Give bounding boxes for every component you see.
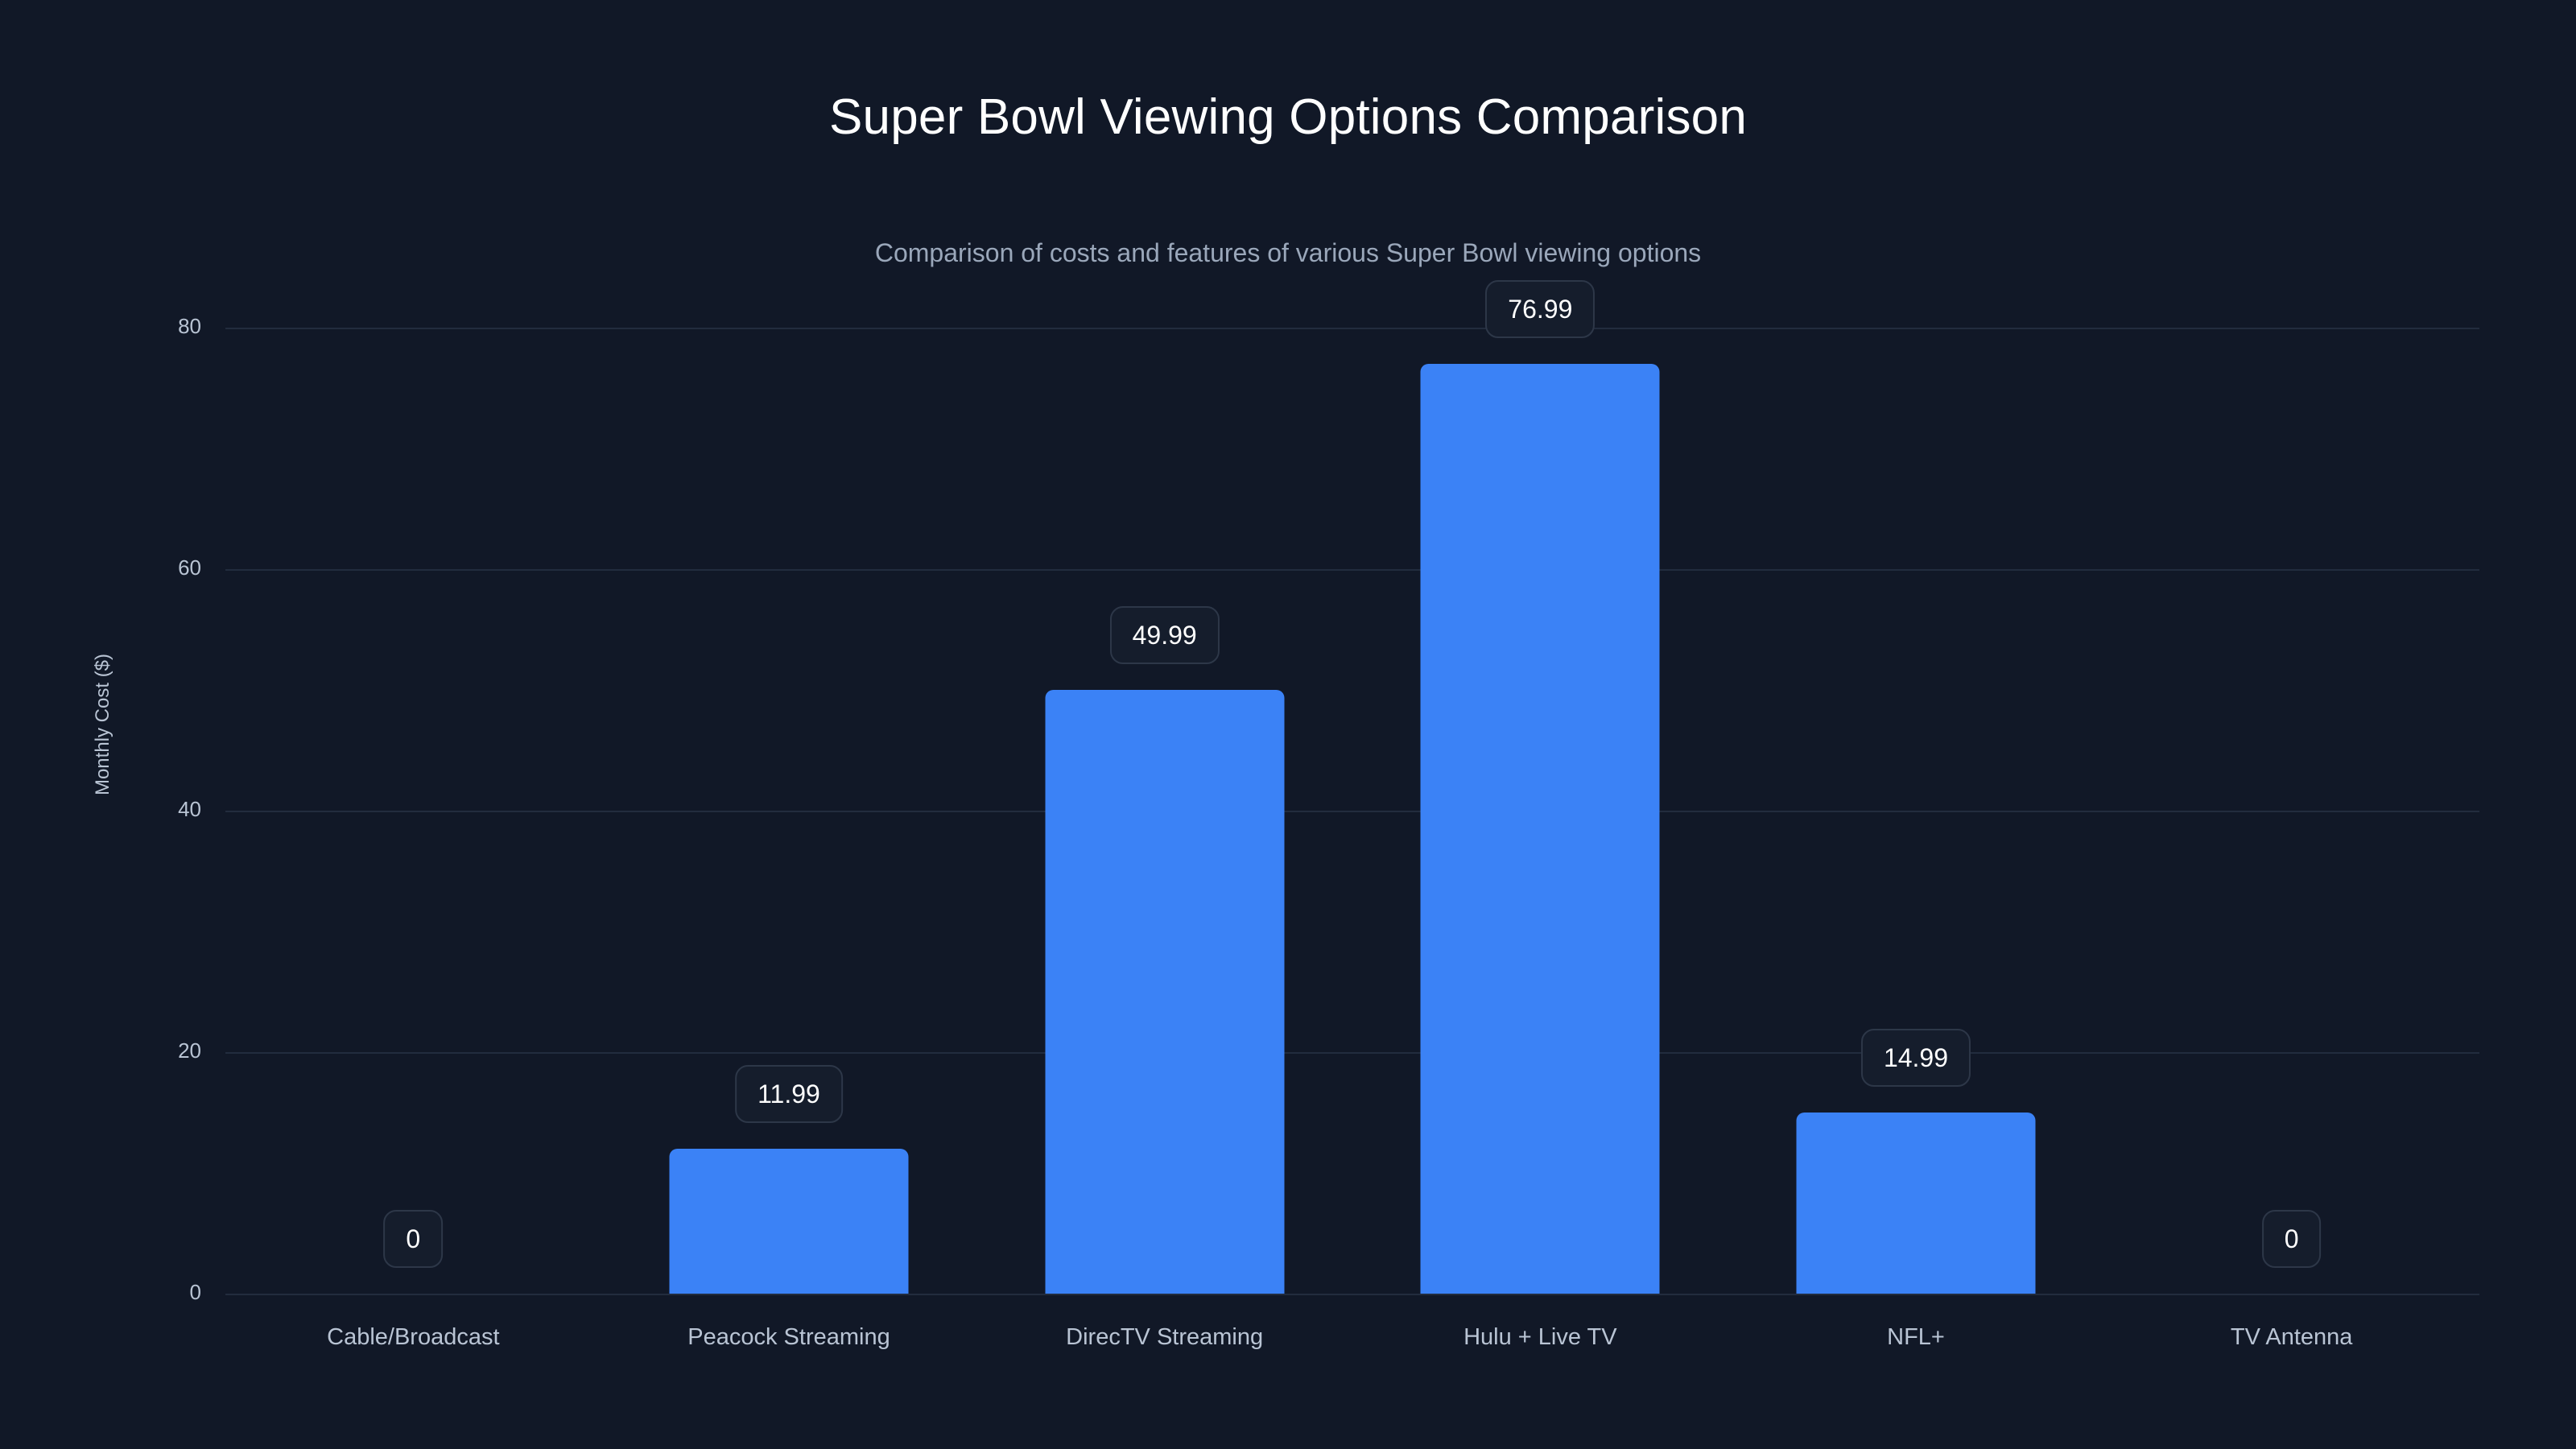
y-axis-tick-label: 60 <box>178 555 201 580</box>
bar[interactable] <box>1796 1113 2036 1294</box>
bars-layer: 0 11.99 49.99 76.99 14.99 0 <box>225 280 2479 1294</box>
gridline <box>225 811 2479 812</box>
bar-group[interactable]: 11.99 <box>601 328 977 1294</box>
bar-group[interactable]: 0 <box>225 328 601 1294</box>
bar-group[interactable]: 76.99 <box>1352 280 1728 1294</box>
bar-group[interactable]: 0 <box>2103 328 2479 1294</box>
y-axis-tick-label: 40 <box>178 797 201 821</box>
x-axis-tick-labels: Cable/Broadcast Peacock Streaming DirecTV … <box>225 1324 2479 1373</box>
bar-value-badge: 49.99 <box>1109 606 1220 665</box>
y-axis-title: Monthly Cost ($) <box>92 653 114 796</box>
chart-subtitle: Comparison of costs and features of vari… <box>874 238 1702 267</box>
bar-value-badge: 0 <box>383 1210 444 1268</box>
plot-area <box>225 328 2479 1295</box>
bar-value-badge: 14.99 <box>1860 1029 1971 1088</box>
y-axis-tick-label: 20 <box>178 1038 201 1063</box>
bar-value-badge: 76.99 <box>1485 280 1596 339</box>
chart-title: Super Bowl Viewing Options Comparison <box>828 89 1748 145</box>
x-axis-tick-label: DirecTV Streaming <box>1066 1324 1264 1350</box>
bar-value-badge: 0 <box>2261 1210 2322 1268</box>
bar-group[interactable]: 14.99 <box>1728 328 2104 1294</box>
gridline <box>225 1294 2479 1295</box>
y-axis-tick-label: 0 <box>189 1280 201 1304</box>
bar[interactable] <box>1420 364 1660 1294</box>
bar[interactable] <box>1045 690 1285 1294</box>
x-axis-tick-label: NFL+ <box>1887 1324 1945 1350</box>
x-axis-tick-label: Peacock Streaming <box>687 1324 890 1350</box>
bar-value-badge: 11.99 <box>735 1065 843 1124</box>
gridline <box>225 328 2479 329</box>
y-axis-tick-label: 80 <box>178 314 201 338</box>
x-axis-tick-label: Cable/Broadcast <box>327 1324 500 1350</box>
x-axis-tick-label: Hulu + Live TV <box>1463 1324 1617 1350</box>
gridline <box>225 1052 2479 1054</box>
x-axis-tick-label: TV Antenna <box>2230 1324 2353 1350</box>
bar-group[interactable]: 49.99 <box>976 328 1352 1294</box>
bar[interactable] <box>669 1149 909 1294</box>
gridline <box>225 569 2479 571</box>
